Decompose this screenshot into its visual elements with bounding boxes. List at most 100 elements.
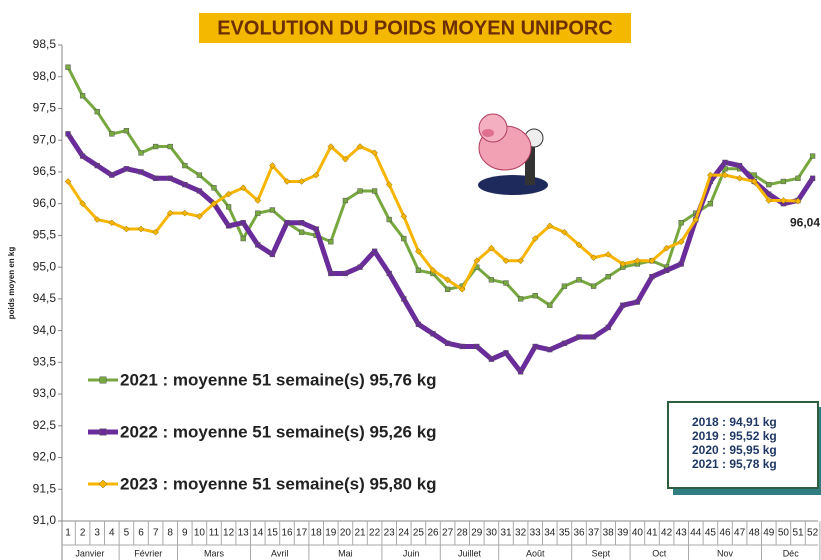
- month-label: Février: [134, 548, 162, 558]
- marker: [503, 280, 509, 286]
- x-tick-label: 16: [281, 528, 293, 539]
- marker: [64, 178, 72, 185]
- stats-line: 2019 : 95,52 kg: [692, 429, 777, 443]
- marker: [561, 283, 568, 289]
- marker: [239, 184, 247, 192]
- marker: [648, 257, 656, 265]
- marker: [65, 64, 71, 70]
- month-label: Avril: [271, 548, 288, 558]
- marker: [459, 343, 465, 350]
- marker: [79, 153, 86, 159]
- marker: [415, 321, 422, 327]
- marker: [561, 228, 568, 236]
- marker: [649, 274, 655, 280]
- y-tick-label: 94,5: [33, 291, 57, 305]
- marker: [751, 172, 757, 178]
- marker: [488, 277, 495, 283]
- marker: [707, 201, 714, 207]
- marker: [780, 178, 787, 185]
- marker: [79, 200, 86, 208]
- marker: [809, 153, 816, 159]
- x-tick-label: 23: [384, 528, 396, 539]
- chart-title: EVOLUTION DU POIDS MOYEN UNIPORC: [217, 17, 613, 39]
- month-label: Mai: [338, 548, 353, 558]
- marker: [196, 213, 203, 220]
- x-tick-label: 44: [690, 528, 702, 539]
- x-tick-label: 40: [632, 528, 644, 539]
- annotation: 96,04: [790, 215, 820, 229]
- marker: [109, 131, 115, 137]
- x-tick-label: 5: [124, 528, 130, 539]
- marker: [284, 220, 290, 226]
- marker: [123, 166, 130, 172]
- marker: [225, 223, 232, 229]
- marker: [766, 191, 772, 197]
- y-tick-label: 93,0: [33, 386, 57, 400]
- y-tick-label: 92,5: [33, 418, 57, 432]
- marker: [255, 210, 261, 216]
- legend-label: 2021 : moyenne 51 semaine(s) 95,76 kg: [120, 370, 437, 389]
- x-tick-label: 26: [427, 528, 439, 539]
- marker: [663, 267, 670, 273]
- y-tick-label: 95,5: [33, 228, 57, 242]
- marker: [619, 260, 627, 268]
- marker: [736, 162, 743, 169]
- marker: [385, 181, 393, 188]
- marker: [196, 172, 203, 178]
- marker: [109, 172, 115, 178]
- marker: [503, 350, 509, 356]
- marker: [401, 296, 407, 302]
- marker: [371, 248, 378, 254]
- x-tick-label: 45: [705, 528, 717, 539]
- x-tick-label: 52: [807, 528, 819, 539]
- marker: [604, 251, 612, 258]
- x-tick-label: 30: [486, 528, 498, 539]
- marker: [722, 159, 728, 166]
- marker: [166, 209, 174, 217]
- marker: [576, 277, 582, 283]
- marker: [298, 178, 305, 185]
- marker: [240, 235, 246, 242]
- y-tick-label: 95,0: [33, 259, 57, 273]
- x-tick-label: 35: [559, 528, 571, 539]
- marker: [401, 235, 407, 242]
- y-tick-label: 97,5: [33, 101, 57, 115]
- marker: [473, 257, 481, 265]
- stats-line: 2018 : 94,91 kg: [692, 415, 777, 429]
- x-tick-label: 8: [167, 528, 173, 539]
- x-tick-label: 20: [340, 528, 352, 539]
- x-tick-label: 36: [573, 528, 585, 539]
- marker: [517, 369, 524, 375]
- x-tick-label: 42: [661, 528, 673, 539]
- marker: [210, 200, 218, 208]
- marker: [678, 261, 684, 267]
- x-tick-label: 3: [94, 528, 100, 539]
- marker: [458, 285, 466, 293]
- x-tick-label: 12: [223, 528, 235, 539]
- x-tick-label: 31: [500, 528, 512, 539]
- marker: [269, 207, 276, 213]
- month-label: Janvier: [75, 548, 104, 558]
- legend-label: 2022 : moyenne 51 semaine(s) 95,26 kg: [120, 422, 437, 441]
- marker: [605, 274, 611, 280]
- marker: [386, 216, 392, 223]
- marker: [182, 181, 188, 188]
- month-label: Oct: [652, 548, 667, 558]
- marker: [137, 225, 145, 233]
- marker: [269, 251, 276, 258]
- month-label: Mars: [204, 548, 224, 558]
- marker: [444, 276, 451, 284]
- marker: [532, 343, 538, 350]
- x-tick-label: 9: [182, 528, 188, 539]
- month-label: Nov: [717, 548, 734, 558]
- marker: [182, 162, 188, 169]
- marker: [211, 185, 217, 191]
- marker: [342, 270, 349, 277]
- marker: [313, 226, 319, 232]
- marker: [108, 219, 116, 227]
- marker: [546, 222, 554, 230]
- month-label: Août: [526, 548, 545, 558]
- marker: [794, 197, 802, 205]
- marker: [605, 324, 611, 331]
